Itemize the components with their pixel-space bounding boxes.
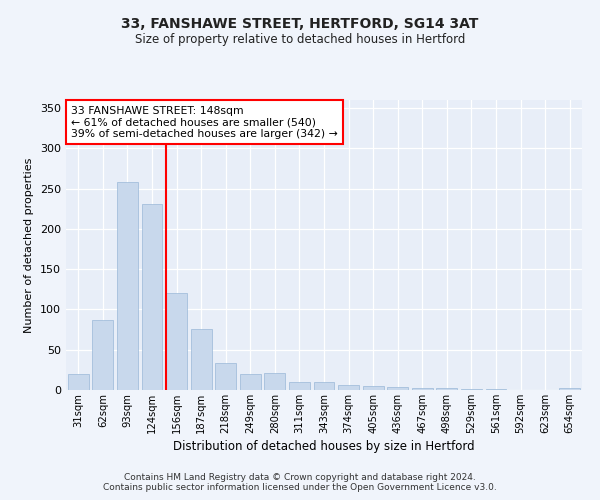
Bar [265,373,286,390]
Bar [92,320,113,390]
Bar [142,204,163,390]
Text: Size of property relative to detached houses in Hertford: Size of property relative to detached ho… [135,32,465,46]
Bar [362,386,383,390]
Bar [314,382,334,390]
Bar [461,389,482,390]
X-axis label: Distribution of detached houses by size in Hertford: Distribution of detached houses by size … [173,440,475,453]
Text: 33 FANSHAWE STREET: 148sqm
← 61% of detached houses are smaller (540)
39% of sem: 33 FANSHAWE STREET: 148sqm ← 61% of deta… [71,106,338,139]
Bar [387,387,408,390]
Text: Contains HM Land Registry data © Crown copyright and database right 2024.
Contai: Contains HM Land Registry data © Crown c… [103,473,497,492]
Bar [338,385,359,390]
Bar [559,388,580,390]
Y-axis label: Number of detached properties: Number of detached properties [25,158,34,332]
Bar [215,364,236,390]
Bar [240,374,261,390]
Bar [289,382,310,390]
Bar [436,388,457,390]
Bar [485,389,506,390]
Bar [166,292,187,390]
Bar [117,182,138,390]
Text: 33, FANSHAWE STREET, HERTFORD, SG14 3AT: 33, FANSHAWE STREET, HERTFORD, SG14 3AT [121,18,479,32]
Bar [68,374,89,390]
Bar [412,388,433,390]
Bar [191,329,212,390]
